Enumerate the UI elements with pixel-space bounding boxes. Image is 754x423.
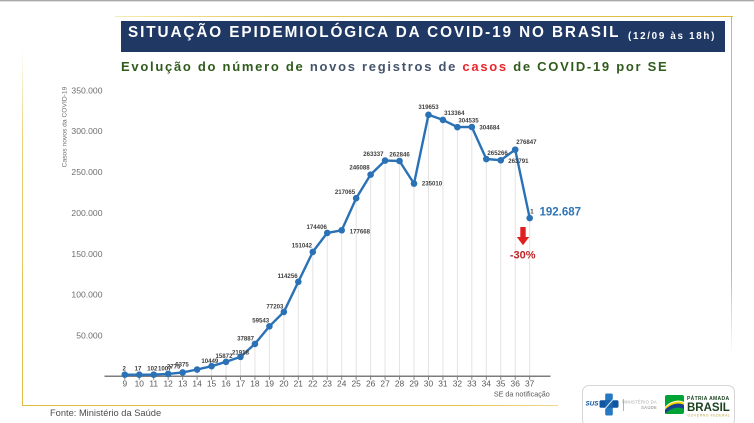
- svg-text:Casos novos da COVID-19: Casos novos da COVID-19: [62, 86, 69, 167]
- svg-text:200.000: 200.000: [71, 208, 102, 218]
- svg-text:17: 17: [236, 379, 246, 389]
- svg-text:1: 1: [530, 208, 534, 215]
- svg-text:265266: 265266: [487, 150, 508, 157]
- svg-text:25: 25: [351, 379, 361, 389]
- svg-text:31: 31: [438, 379, 448, 389]
- svg-text:246088: 246088: [349, 165, 370, 172]
- svg-text:24: 24: [337, 379, 347, 389]
- svg-text:GOVERNO FEDERAL: GOVERNO FEDERAL: [688, 414, 731, 418]
- svg-text:SUS: SUS: [586, 400, 600, 407]
- svg-text:114256: 114256: [278, 273, 299, 280]
- svg-text:10449: 10449: [201, 358, 219, 365]
- svg-text:35: 35: [496, 379, 506, 389]
- svg-text:276847: 276847: [516, 139, 537, 146]
- svg-text:28: 28: [395, 379, 405, 389]
- svg-text:29: 29: [409, 379, 419, 389]
- svg-text:SE da notificação: SE da notificação: [494, 389, 550, 398]
- svg-text:15872: 15872: [216, 353, 234, 360]
- svg-text:235010: 235010: [422, 181, 443, 188]
- svg-text:262846: 262846: [389, 152, 410, 159]
- svg-text:34: 34: [482, 379, 492, 389]
- svg-text:77203: 77203: [266, 304, 284, 311]
- svg-text:263791: 263791: [508, 158, 529, 165]
- svg-text:319653: 319653: [418, 104, 439, 111]
- svg-text:177668: 177668: [350, 229, 371, 236]
- svg-text:26: 26: [366, 379, 376, 389]
- svg-text:14: 14: [192, 379, 202, 389]
- svg-text:11: 11: [149, 379, 158, 389]
- svg-text:313364: 313364: [444, 110, 465, 117]
- svg-text:250.000: 250.000: [71, 167, 102, 177]
- svg-text:10: 10: [135, 379, 145, 389]
- svg-text:6375: 6375: [175, 362, 189, 369]
- svg-text:9: 9: [122, 379, 127, 389]
- svg-text:PÁTRIA AMADA: PÁTRIA AMADA: [687, 395, 729, 402]
- svg-text:50.000: 50.000: [76, 331, 103, 341]
- svg-text:16: 16: [221, 379, 231, 389]
- svg-text:22: 22: [308, 379, 318, 389]
- svg-text:59543: 59543: [252, 318, 270, 325]
- svg-text:300.000: 300.000: [71, 126, 102, 136]
- svg-text:-30%: -30%: [510, 250, 536, 262]
- svg-text:12: 12: [164, 379, 174, 389]
- svg-text:37: 37: [525, 379, 535, 389]
- svg-text:30: 30: [424, 379, 434, 389]
- svg-text:36: 36: [511, 379, 521, 389]
- svg-text:304535: 304535: [458, 117, 479, 124]
- svg-text:2775: 2775: [167, 364, 181, 371]
- svg-text:23: 23: [323, 379, 333, 389]
- svg-text:15: 15: [207, 379, 217, 389]
- svg-text:1007: 1007: [158, 365, 172, 372]
- svg-text:151042: 151042: [292, 242, 313, 249]
- svg-text:27: 27: [380, 379, 390, 389]
- svg-text:17: 17: [135, 365, 142, 372]
- svg-text:32: 32: [453, 379, 463, 389]
- svg-text:21918: 21918: [232, 349, 250, 356]
- svg-text:192.687: 192.687: [540, 207, 582, 219]
- svg-text:13: 13: [178, 379, 188, 389]
- svg-text:18: 18: [250, 379, 260, 389]
- svg-text:BRASIL: BRASIL: [687, 402, 730, 414]
- svg-text:174406: 174406: [307, 224, 328, 231]
- svg-text:350.000: 350.000: [71, 85, 102, 95]
- svg-text:21: 21: [294, 379, 304, 389]
- svg-text:100.000: 100.000: [71, 290, 102, 300]
- svg-text:MINISTÉRIO DA: MINISTÉRIO DA: [622, 400, 657, 405]
- svg-text:150.000: 150.000: [71, 249, 102, 259]
- svg-text:304684: 304684: [479, 125, 500, 132]
- svg-text:263337: 263337: [363, 151, 384, 158]
- svg-text:33: 33: [467, 379, 477, 389]
- svg-text:20: 20: [279, 379, 289, 389]
- svg-text:2: 2: [123, 366, 127, 373]
- svg-text:19: 19: [265, 379, 275, 389]
- svg-text:SAÚDE: SAÚDE: [641, 405, 657, 410]
- svg-text:102: 102: [147, 365, 158, 372]
- svg-text:217065: 217065: [335, 189, 356, 196]
- svg-text:37887: 37887: [237, 336, 255, 343]
